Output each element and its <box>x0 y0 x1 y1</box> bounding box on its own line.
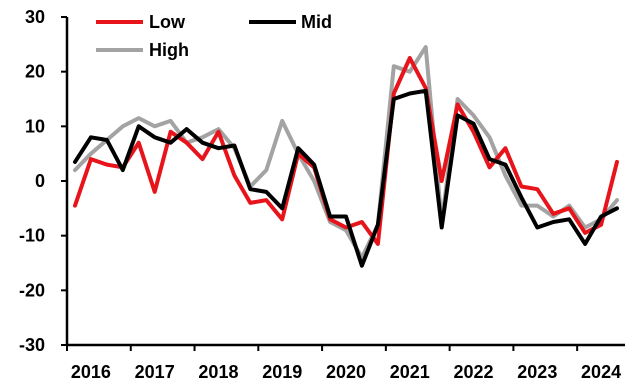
series-layer <box>73 45 619 268</box>
y-tick-label: -20 <box>19 280 45 300</box>
legend: Low Mid High <box>96 12 332 60</box>
y-tick-label: 20 <box>25 62 45 82</box>
x-tick-label: 2024 <box>581 362 621 382</box>
y-tick-label: 30 <box>25 7 45 27</box>
x-tick-label: 2021 <box>390 362 430 382</box>
legend-label-low: Low <box>149 12 186 32</box>
legend-label-mid: Mid <box>301 12 332 32</box>
x-tick-label: 2018 <box>198 362 238 382</box>
legend-label-high: High <box>149 40 189 60</box>
y-tick-label: 10 <box>25 116 45 136</box>
y-tick-label: 0 <box>35 171 45 191</box>
y-tick-label: -10 <box>19 226 45 246</box>
x-tick-label: 2023 <box>517 362 557 382</box>
x-tick-label: 2020 <box>326 362 366 382</box>
x-tick-label: 2019 <box>262 362 302 382</box>
axes: -30 -20 -10 0 10 20 30 2016 2017 2018 2019 2020 2021… <box>19 7 625 382</box>
x-tick-label: 2022 <box>454 362 494 382</box>
y-tick-label: -30 <box>19 335 45 355</box>
series-line-low <box>73 56 619 246</box>
series-line-mid <box>73 88 619 268</box>
x-tick-label: 2017 <box>135 362 175 382</box>
x-tick-label: 2016 <box>71 362 111 382</box>
